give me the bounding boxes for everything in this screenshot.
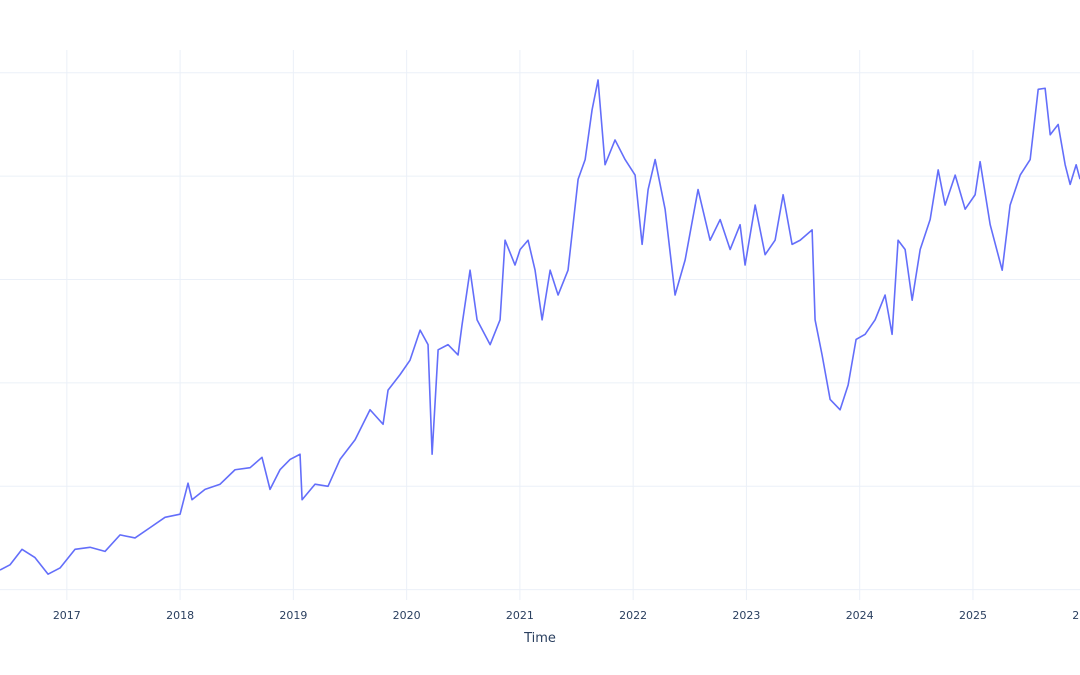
x-tick-label: 2025 xyxy=(959,609,987,622)
line xyxy=(0,79,1080,575)
x-tick-label: 2019 xyxy=(279,609,307,622)
x-tick-label: 2017 xyxy=(53,609,81,622)
x-axis-title: Time xyxy=(523,631,556,646)
x-tick-label: 2020 xyxy=(393,609,421,622)
x-tick-label: 2021 xyxy=(506,609,534,622)
x-tick-label: 2022 xyxy=(619,609,647,622)
x-tick-label: 2024 xyxy=(846,609,874,622)
x-tick-label: 2026 xyxy=(1072,609,1080,622)
x-tick-label: 2023 xyxy=(732,609,760,622)
x-tick-label: 2018 xyxy=(166,609,194,622)
